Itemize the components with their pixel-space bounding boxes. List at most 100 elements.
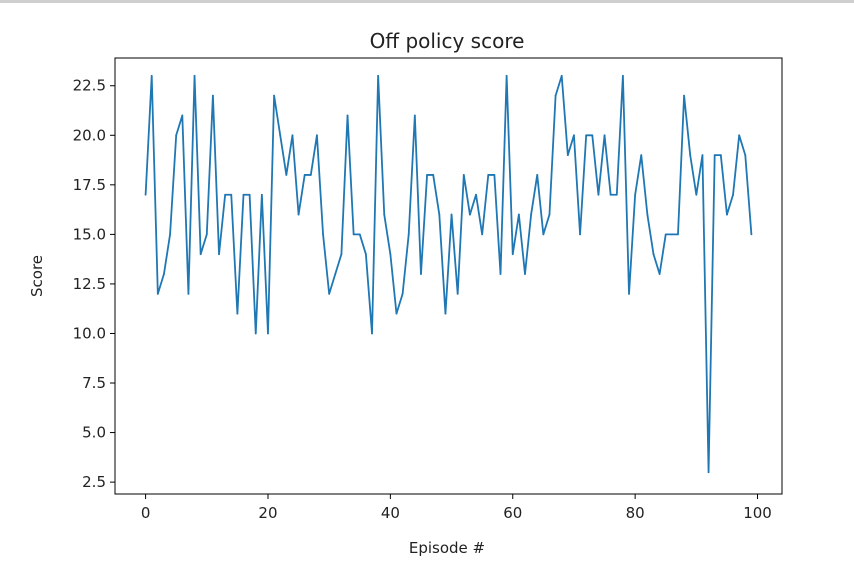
data-point [597,193,600,196]
data-point [364,253,367,256]
data-point [444,312,447,315]
data-point [493,174,496,176]
data-point [352,233,355,236]
x-tick-label: 20 [258,504,277,522]
data-point [316,134,318,137]
data-point [726,213,728,216]
data-point [628,292,630,295]
data-point [205,233,208,236]
data-point [487,174,490,176]
data-point [267,332,269,335]
data-point [566,154,569,157]
y-tick-label: 22.5 [73,77,106,95]
data-point [573,134,575,137]
data-point [242,193,245,196]
data-point [524,273,526,275]
data-point [218,253,220,256]
data-point [554,94,557,97]
data-point [499,273,502,275]
data-point [260,193,263,196]
data-point [646,213,649,216]
data-point [401,292,404,295]
data-point [683,94,685,97]
data-point [144,193,147,196]
data-point [585,134,588,137]
data-point [450,213,453,216]
data-point [297,213,300,216]
data-point [732,193,734,196]
data-point [713,154,716,157]
y-tick-label: 10.0 [73,324,106,342]
x-tick-label: 80 [626,504,645,522]
data-point [542,233,545,236]
y-tick-label: 15.0 [73,225,106,243]
data-point [426,174,428,176]
data-point [738,134,741,137]
data-point [187,292,190,295]
top-border [0,0,854,3]
data-point [169,233,171,236]
data-point [462,174,465,176]
data-point [719,154,722,157]
data-point [438,213,441,216]
y-tick-label: 12.5 [73,275,106,293]
data-point [750,233,753,236]
data-point [609,193,612,196]
data-point [291,134,294,137]
data-point [456,292,459,295]
data-point [303,174,306,176]
data-point [193,74,196,77]
data-point [156,292,159,295]
data-point [413,114,416,117]
data-point [181,114,184,117]
data-point [652,253,655,256]
data-point [432,174,435,176]
data-point [744,154,747,157]
data-point [505,74,508,77]
data-point [285,174,288,176]
data-point [469,213,471,216]
data-point [591,134,594,137]
data-point [377,74,380,77]
chart-title: Off policy score [370,29,525,53]
data-point [224,193,227,196]
x-axis-ticks: 0 20 40 60 80 100 [141,494,772,522]
data-point [621,74,624,77]
data-point [658,273,661,275]
data-point [309,174,312,176]
y-axis-label: Score [28,255,46,297]
data-point [322,233,324,236]
x-tick-label: 60 [503,504,522,522]
data-point [150,74,153,77]
data-point [701,154,704,157]
y-axis-ticks: 2.5 5.0 7.5 10.0 12.5 15.0 17.5 20.0 22.5 [73,77,115,491]
data-point [407,233,410,236]
y-tick-label: 17.5 [73,176,106,194]
data-point [328,292,331,295]
data-point [248,193,251,196]
data-point [273,94,276,97]
data-point [254,332,257,335]
data-point [481,233,484,236]
series-points [144,74,753,474]
data-point [475,193,477,196]
data-point [420,273,422,275]
data-point [389,253,392,256]
data-point [695,193,698,196]
data-point [334,273,337,275]
data-point [175,134,178,137]
x-tick-label: 0 [141,504,151,522]
data-point [548,213,551,216]
data-point [340,253,343,256]
data-point [689,154,692,157]
data-point [560,74,563,77]
data-point [530,213,533,216]
data-point [346,114,349,117]
data-point [511,253,514,256]
y-tick-label: 7.5 [82,374,106,392]
data-point [383,213,386,216]
data-point [358,233,361,236]
data-point [603,134,606,137]
y-tick-label: 5.0 [82,424,106,442]
